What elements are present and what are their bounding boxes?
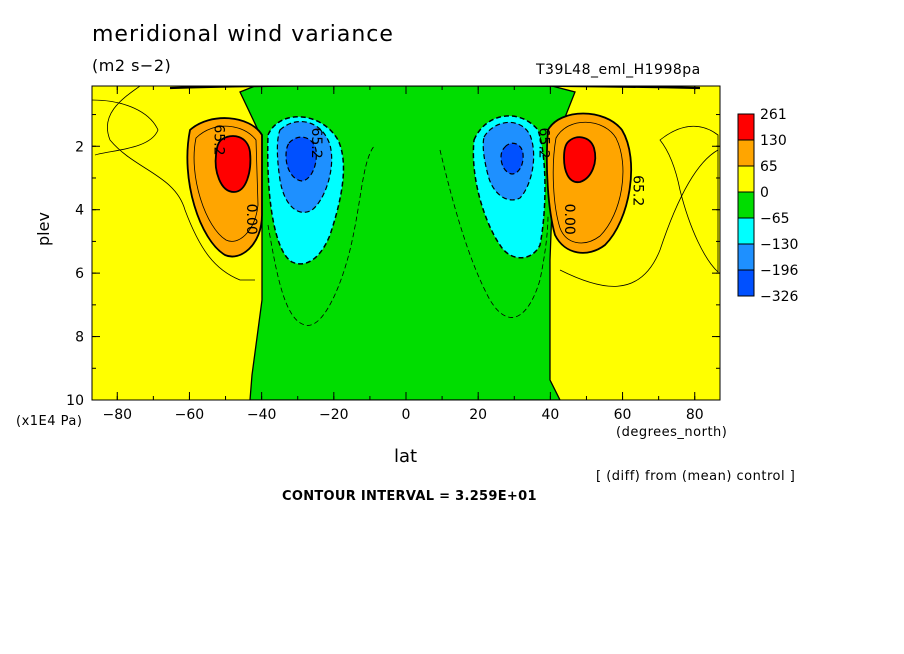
y-tick-label: 4 bbox=[75, 203, 84, 219]
left-polar-contour bbox=[92, 99, 159, 156]
right-deepblue-core bbox=[500, 142, 524, 175]
contour-label: 65.2 bbox=[629, 175, 645, 206]
colorbar: 261 130 65 0 −65 −130 −196 −326 bbox=[737, 107, 799, 305]
colorbar-label: −130 bbox=[760, 237, 798, 253]
left-deepblue-core bbox=[285, 136, 317, 182]
contour-label: 65.2 bbox=[211, 124, 227, 155]
y-tick-label: 10 bbox=[66, 393, 84, 409]
colorbar-swatch bbox=[737, 269, 755, 297]
left-jet-red bbox=[214, 135, 252, 193]
left-jet-inner-contour bbox=[193, 125, 259, 242]
y-axis-units: (x1E4 Pa) bbox=[16, 414, 83, 429]
x-tick-label: −20 bbox=[319, 407, 349, 423]
colorbar-swatch bbox=[737, 165, 755, 193]
right-polar-contour bbox=[659, 125, 719, 273]
contour-label: 0.00 bbox=[561, 204, 577, 235]
left-dashed-contour bbox=[267, 144, 376, 326]
x-tick-label: 40 bbox=[541, 407, 559, 423]
right-dashed-contour bbox=[439, 149, 549, 318]
contour-interval-text: CONTOUR INTERVAL = 3.259E+01 bbox=[282, 489, 537, 504]
right-jet-red bbox=[563, 136, 597, 183]
colorbar-label: 0 bbox=[760, 185, 769, 201]
contour-label: 0.00 bbox=[243, 204, 259, 235]
contour-label: 65.2 bbox=[308, 128, 324, 159]
colorbar-label: −326 bbox=[760, 289, 799, 305]
y-tick-label: 6 bbox=[75, 266, 84, 282]
colorbar-swatch bbox=[737, 113, 755, 141]
colorbar-label: −65 bbox=[760, 211, 790, 227]
chart-title: meridional wind variance bbox=[92, 22, 394, 47]
colorbar-swatch bbox=[737, 139, 755, 167]
colorbar-swatch bbox=[737, 243, 755, 271]
x-axis-label: lat bbox=[394, 446, 418, 467]
x-tick-label: −40 bbox=[247, 407, 277, 423]
contour-field: 65.2 65.2 65.2 65.2 0.00 0.00 bbox=[92, 86, 720, 400]
x-tick-label: 0 bbox=[402, 407, 411, 423]
colorbar-swatch bbox=[737, 217, 755, 245]
colorbar-label: −196 bbox=[760, 263, 799, 279]
x-tick-label: 60 bbox=[614, 407, 632, 423]
colorbar-label: 261 bbox=[760, 107, 787, 123]
left-outer-contour bbox=[107, 86, 255, 281]
right-outer-contour bbox=[559, 149, 719, 287]
x-tick-label: 20 bbox=[469, 407, 487, 423]
difference-note: [ (diff) from (mean) control ] bbox=[596, 469, 796, 484]
top-edge-contour bbox=[169, 86, 701, 90]
colorbar-label: 130 bbox=[760, 133, 787, 149]
contour-label: 65.2 bbox=[536, 128, 552, 159]
x-tick-label: 80 bbox=[686, 407, 704, 423]
x-tick-label: −60 bbox=[175, 407, 205, 423]
right-jet-inner-contour bbox=[552, 121, 624, 244]
y-tick-label: 2 bbox=[75, 139, 84, 155]
y-tick-label: 8 bbox=[75, 330, 84, 346]
colorbar-label: 65 bbox=[760, 159, 778, 175]
colorbar-swatch bbox=[737, 191, 755, 219]
x-tick-label: −80 bbox=[102, 407, 132, 423]
run-identifier: T39L48_eml_H1998pa bbox=[536, 62, 701, 78]
x-axis-units: (degrees_north) bbox=[616, 425, 728, 440]
chart-units-subtitle: (m2 s−2) bbox=[92, 56, 172, 75]
